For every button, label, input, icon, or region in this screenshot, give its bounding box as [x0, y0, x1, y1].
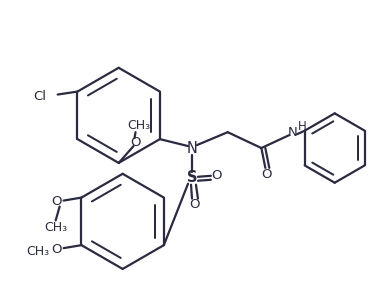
Text: O: O [261, 168, 272, 181]
Text: O: O [51, 243, 62, 256]
Text: O: O [212, 169, 222, 182]
Text: H: H [298, 120, 306, 133]
Text: N: N [186, 140, 198, 155]
Text: CH₃: CH₃ [127, 119, 150, 132]
Text: CH₃: CH₃ [44, 221, 67, 234]
Text: O: O [51, 195, 62, 208]
Text: S: S [187, 170, 197, 185]
Text: O: O [190, 198, 200, 211]
Text: O: O [130, 136, 141, 149]
Text: N: N [288, 126, 298, 139]
Text: CH₃: CH₃ [26, 244, 49, 258]
Text: Cl: Cl [33, 90, 46, 103]
